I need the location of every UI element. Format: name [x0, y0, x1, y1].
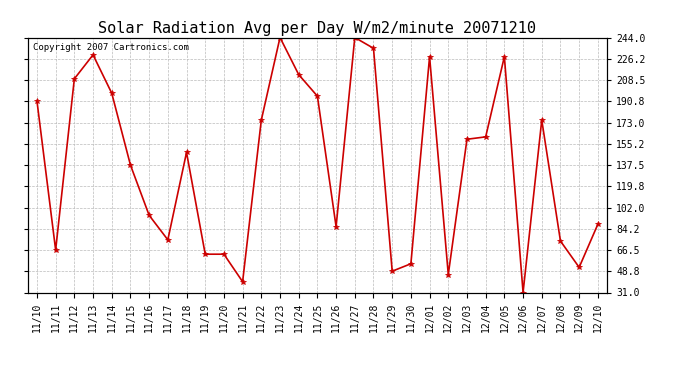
Title: Solar Radiation Avg per Day W/m2/minute 20071210: Solar Radiation Avg per Day W/m2/minute …: [99, 21, 536, 36]
Text: Copyright 2007 Cartronics.com: Copyright 2007 Cartronics.com: [33, 43, 189, 52]
